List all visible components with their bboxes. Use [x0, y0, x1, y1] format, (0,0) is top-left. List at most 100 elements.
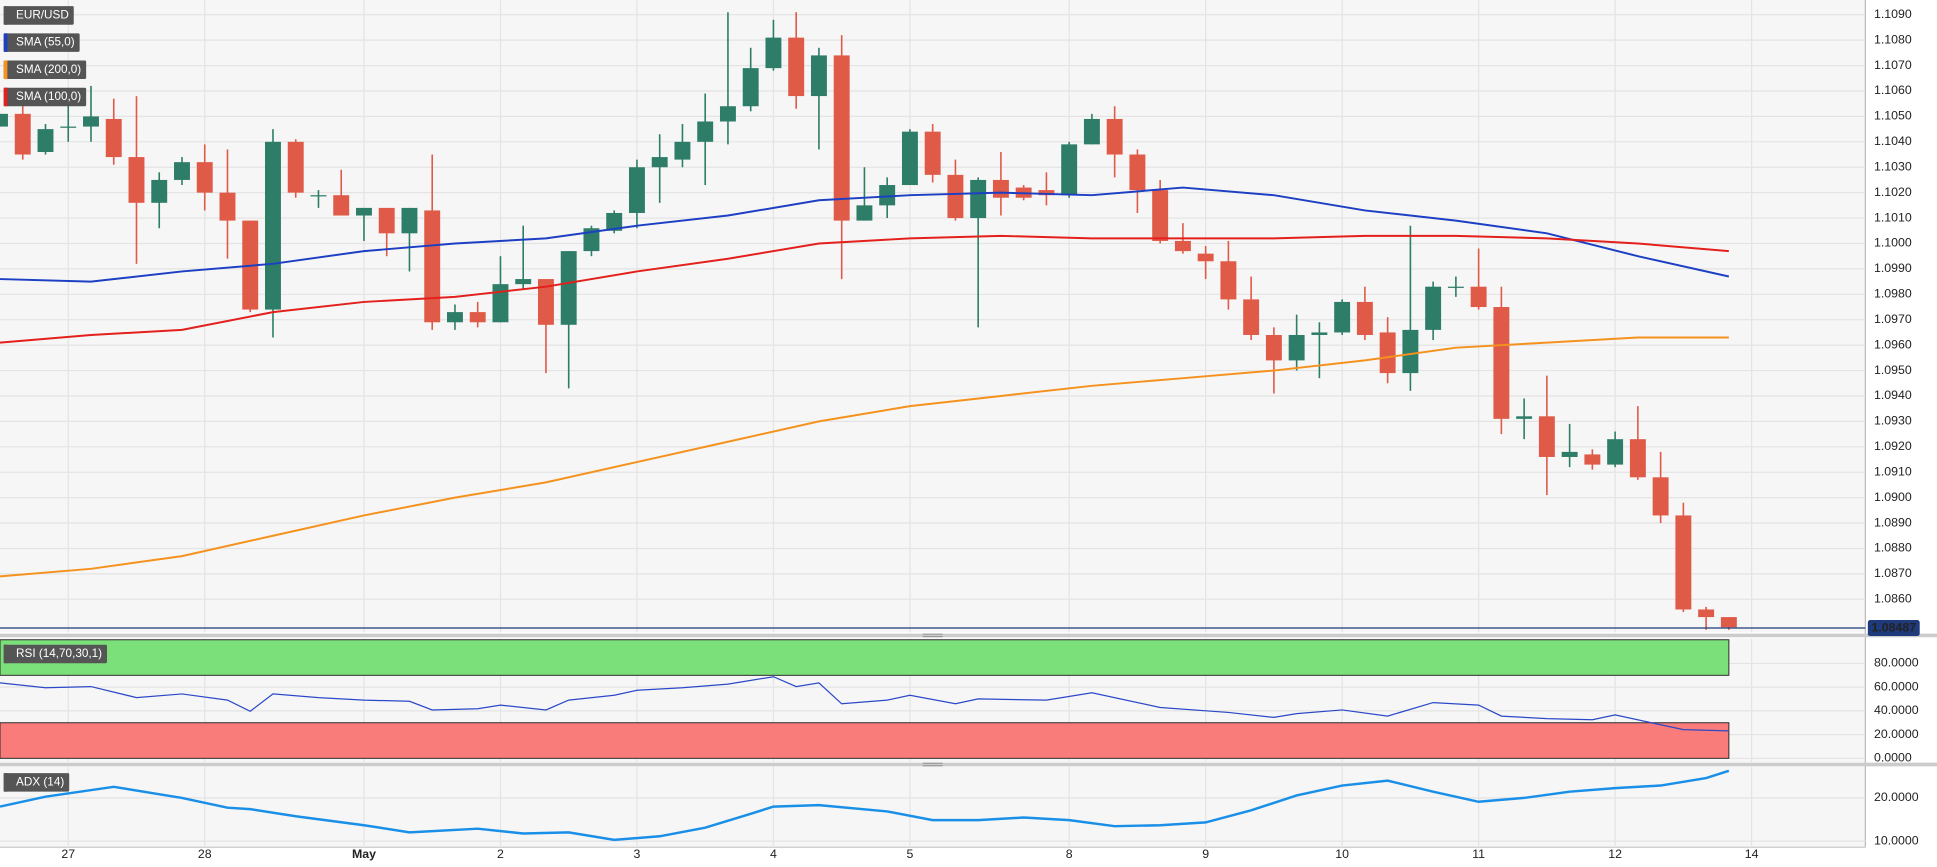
candle-body [401, 207, 418, 234]
candle-body [37, 129, 54, 152]
candle-body [1425, 286, 1442, 330]
y-tick-label: 1.1080 [1874, 32, 1912, 46]
candle-body [310, 195, 327, 197]
candle-body [992, 179, 1009, 198]
y-tick-label: 1.1070 [1874, 58, 1912, 72]
x-tick-label: 9 [1202, 847, 1209, 861]
last-price-box [1867, 619, 1920, 637]
y-tick-label: 1.0990 [1874, 261, 1912, 275]
candle-body [1288, 334, 1305, 361]
candle-body [128, 157, 145, 203]
candle-body [1538, 416, 1555, 457]
candle-body [0, 113, 8, 127]
candle-body [947, 174, 964, 219]
legend-label: SMA (200,0) [16, 63, 81, 76]
y-tick-label: 1.0870 [1874, 566, 1912, 580]
candle-body [606, 212, 623, 231]
oversold-zone [0, 722, 1730, 759]
candle-body [1698, 609, 1715, 618]
candle-body [1129, 154, 1146, 191]
candle-body [1311, 332, 1328, 335]
y-tick-label: 1.1050 [1874, 109, 1912, 123]
y-tick-label: 1.1040 [1874, 134, 1912, 148]
legend-swatch [3, 33, 8, 52]
y-tick-label: 20.0000 [1874, 790, 1919, 804]
y-tick-label: 1.0980 [1874, 287, 1912, 301]
y-tick-label: 1.1010 [1874, 210, 1912, 224]
y-tick-label: 1.0880 [1874, 541, 1912, 555]
candle-body [1334, 301, 1351, 333]
candle-body [1402, 329, 1419, 374]
candle-body [856, 205, 873, 221]
candle-body [469, 312, 486, 323]
candle-body [1629, 439, 1646, 478]
candle-body [1379, 332, 1396, 374]
overbought-zone [0, 639, 1730, 676]
candle-body [1493, 307, 1510, 419]
legend-swatch [3, 773, 8, 792]
legend-box [3, 33, 80, 52]
candle-body [742, 68, 759, 107]
legend-box [3, 87, 87, 107]
x-tick-label: 14 [1745, 847, 1759, 861]
candle-body [1447, 286, 1464, 288]
candle-body [1607, 439, 1624, 465]
y-tick-label: 1.0930 [1874, 414, 1912, 428]
y-tick-label: 1.1020 [1874, 185, 1912, 199]
y-tick-label: 0.0000 [1874, 751, 1912, 765]
candle-body [833, 55, 850, 221]
legend-label: SMA (55,0) [16, 36, 75, 49]
candle-body [1720, 617, 1737, 628]
candle-body [356, 207, 372, 216]
candle-body [287, 141, 304, 193]
candle-body [1470, 286, 1487, 308]
legend-swatch [3, 6, 8, 25]
candle-body [1516, 416, 1533, 419]
candle-body [515, 279, 532, 285]
candle-body [1675, 515, 1692, 610]
candle-body [1106, 118, 1123, 155]
legend-swatch [3, 644, 8, 664]
y-tick-label: 60.0000 [1874, 679, 1919, 693]
candle-body [560, 251, 577, 325]
candle-body [265, 141, 281, 310]
legend-box [3, 60, 87, 80]
candle-body [674, 141, 691, 160]
candle-body [651, 157, 668, 168]
candle-body [333, 195, 350, 216]
y-tick-label: 80.0000 [1874, 656, 1919, 670]
candle-body [628, 167, 645, 213]
indicator-line [0, 676, 1729, 732]
x-tick-label: 11 [1472, 847, 1485, 861]
legend-swatch [3, 87, 8, 107]
y-tick-label: 1.1060 [1874, 83, 1912, 97]
candle-body [1243, 299, 1260, 335]
y-tick-label: 1.0950 [1874, 363, 1912, 377]
x-tick-label: 5 [906, 847, 913, 861]
legend-label: SMA (100,0) [16, 90, 81, 103]
candle-body [14, 113, 31, 155]
legend-label: RSI (14,70,30,1) [16, 647, 102, 660]
candle-body [492, 284, 509, 323]
y-tick-label: 20.0000 [1874, 727, 1919, 741]
candle-body [219, 192, 236, 221]
y-tick-label: 1.0970 [1874, 312, 1912, 326]
candle-body [537, 279, 554, 325]
candle-body [1038, 190, 1055, 196]
candle-body [924, 131, 941, 175]
y-tick-label: 1.1090 [1874, 7, 1912, 21]
y-tick-label: 1.0890 [1874, 515, 1912, 529]
candle-body [83, 116, 99, 127]
legend-swatch [3, 60, 8, 80]
candle-body [1174, 240, 1191, 252]
candle-body [1561, 451, 1578, 457]
candle-body [1652, 477, 1669, 516]
y-tick-label: 1.0960 [1874, 337, 1912, 351]
candle-body [901, 131, 918, 186]
y-tick-label: 1.0920 [1874, 439, 1912, 453]
candle-body [1584, 454, 1601, 465]
legend-box [3, 644, 108, 664]
candle-body [378, 207, 395, 234]
y-tick-label: 1.0910 [1874, 464, 1912, 478]
